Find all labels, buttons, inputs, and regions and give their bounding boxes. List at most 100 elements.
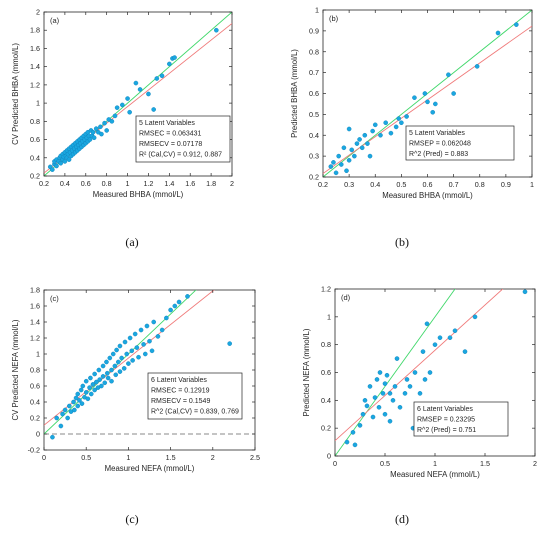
data-point [452,328,458,334]
stats-line: R^2 (Cal,CV) = 0.839, 0.769 [151,409,239,416]
data-point [75,403,81,409]
stats-line: 6 Latent Variables [417,406,473,413]
y-tick-label: -0.2 [28,446,40,455]
data-point [390,398,396,403]
y-tick-label: 1.6 [30,44,40,53]
y-tick-label: 1.6 [30,302,40,311]
data-point [447,335,453,341]
data-point [172,55,177,60]
y-tick-label: 1.2 [30,334,40,343]
x-tick-label: 1.4 [164,179,174,188]
data-point [151,319,157,325]
data-point [404,377,410,382]
data-point [126,361,131,366]
y-tick-label: 0.2 [30,414,40,423]
data-point [78,387,84,393]
data-point [79,401,85,406]
y-tick-label: 0.6 [321,368,331,377]
y-tick-label: 0.3 [309,152,319,161]
data-point [352,153,357,159]
x-tick-label: 0.4 [370,180,380,189]
panel-3: 0 0.5 1 1.5 2 0 0.2 0.4 0.6 0.8 1 1.2 Measured NEFA … [302,285,537,527]
data-point [125,96,130,101]
data-point [107,355,113,361]
data-point [214,27,219,33]
data-point [155,334,161,339]
data-point [102,120,107,126]
data-point [100,363,106,369]
y-tick-label: 0.6 [30,135,40,144]
data-point [77,398,82,403]
data-point [422,91,428,96]
data-point [185,294,190,299]
data-point [420,349,426,354]
data-point [354,141,360,146]
data-point [147,338,152,344]
y-tick-label: 0.7 [309,68,319,77]
x-tick-label: 0.6 [423,180,433,189]
data-point [65,415,70,421]
data-point [344,439,350,445]
data-point [430,109,436,115]
data-point [100,374,106,379]
data-point [94,379,99,385]
stats-line: RMSECV = 0.1549 [151,398,210,405]
data-point [424,321,430,327]
x-axis-label: Measured BHBA (mmol/L) [93,190,184,199]
data-point [58,423,64,429]
x-tick-label: 1 [433,459,437,468]
data-point [417,391,423,396]
x-tick-label: 2 [230,179,234,188]
data-point [96,367,102,373]
x-axis-label: Measured BHBA (mmol/L) [382,191,473,200]
data-point [159,327,165,333]
data-point [359,145,365,151]
y-tick-label: 0.5 [309,110,319,119]
data-point [437,335,443,341]
regression-line [335,289,504,442]
data-point [514,22,519,27]
data-point [102,380,108,386]
data-point [109,119,115,124]
data-point [119,355,124,361]
x-tick-label: 0 [333,459,337,468]
y-tick-label: 0.6 [309,89,319,98]
data-point [336,153,341,159]
data-point [472,314,478,320]
y-tick-label: 0.8 [30,366,40,375]
data-point [432,342,438,347]
data-point [365,141,370,146]
data-point [112,113,118,119]
data-point [122,339,128,345]
y-tick-label: 1.8 [30,286,40,295]
data-point [399,120,404,126]
y-tick-label: 0.4 [309,131,319,140]
data-point [110,351,116,357]
y-tick-label: 0.8 [309,47,319,56]
data-point [382,381,388,386]
y-tick-label: 1.4 [30,318,40,327]
data-point [149,348,155,354]
data-point [66,157,72,162]
data-point [134,345,140,350]
data-point [384,372,390,378]
panel-2: 0 0.5 1 1.5 2 2.5-0.200.20.40.60.811.21.41.61… [11,286,260,527]
data-point [402,391,408,396]
x-tick-label: 1 [126,453,130,462]
data-point [367,153,373,159]
data-point [352,442,358,448]
stats-box [413,401,509,437]
data-point [393,124,399,130]
data-point [433,101,438,107]
data-point [109,378,114,384]
y-tick-label: 1 [327,312,331,321]
x-tick-label: 1.8 [206,179,216,188]
data-point [99,131,104,137]
data-point [93,126,99,131]
y-tick-label: 0.4 [321,396,331,405]
data-point [380,391,386,396]
data-point [88,391,94,397]
data-point [392,384,398,389]
x-axis-label: Measured NEFA (mmol/L) [390,470,480,479]
data-point [388,130,394,136]
